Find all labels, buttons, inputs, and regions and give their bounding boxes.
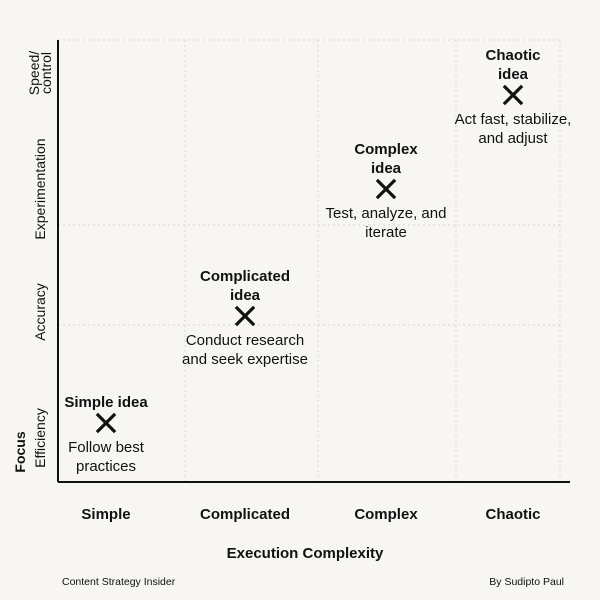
point-title: Chaotic idea [485, 47, 540, 83]
point-title: Simple idea [64, 394, 148, 411]
x-tick-label: Complicated [200, 506, 290, 523]
x-axis-title: Execution Complexity [227, 545, 384, 562]
x-marker [234, 305, 256, 327]
data-point: Complicated idea Conduct research and seek … [182, 268, 308, 368]
x-marker [95, 412, 117, 434]
point-description: Act fast, stabilize, and adjust [455, 111, 572, 147]
data-point: Chaotic idea Act fast, stabilize, and adjus… [455, 47, 572, 147]
point-description: Test, analyze, and iterate [326, 205, 447, 241]
data-point: Complex idea Test, analyze, and iterate [326, 141, 447, 241]
y-tick-label: Experimentation [32, 138, 48, 239]
y-tick-label: Speed/control [26, 51, 54, 95]
x-marker [375, 178, 397, 200]
x-tick-label: Simple [81, 506, 130, 523]
y-axis-title: Focus [12, 431, 28, 472]
point-title: Complex idea [354, 141, 418, 177]
x-tick-label: Complex [354, 506, 418, 523]
point-description: Conduct research and seek expertise [182, 332, 308, 368]
point-description: Follow best practices [68, 439, 145, 475]
x-tick-label: Chaotic [485, 506, 540, 523]
x-marker [502, 84, 524, 106]
point-title: Complicated idea [200, 268, 290, 304]
y-tick-label: Accuracy [32, 283, 48, 341]
y-tick-label: Efficiency [32, 408, 48, 468]
data-point: Simple idea Follow best practices [64, 394, 148, 475]
footer-author: By Sudipto Paul [489, 576, 564, 588]
footer-source: Content Strategy Insider [62, 576, 176, 588]
